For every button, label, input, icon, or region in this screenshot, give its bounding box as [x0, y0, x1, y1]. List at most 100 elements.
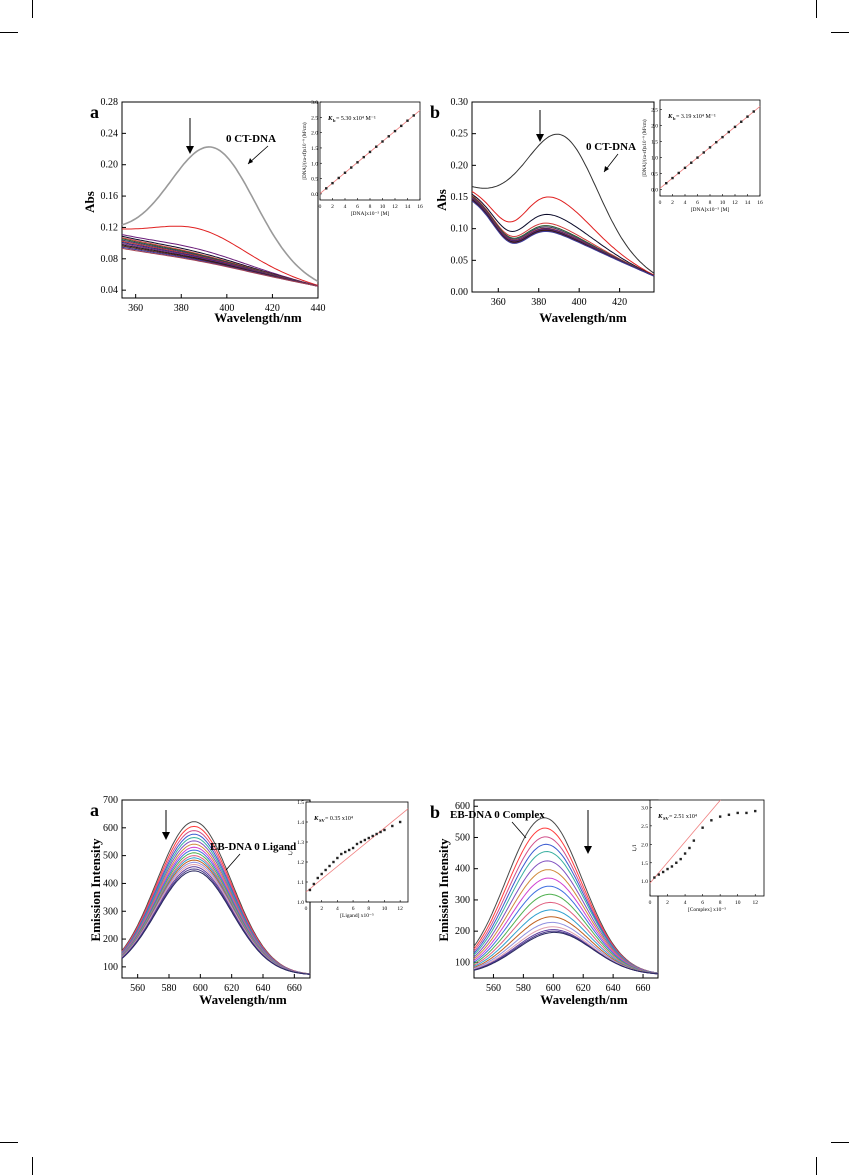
inset-frame — [305, 801, 409, 903]
b-em-frame — [473, 799, 659, 979]
absorption-series-line — [471, 200, 655, 277]
inset-x-tick-label: 8 — [719, 900, 722, 906]
inset-x-tick-label: 4 — [336, 906, 339, 912]
inset-y-tick-label: 1.0 — [311, 161, 318, 167]
trend-arrowhead — [584, 846, 592, 854]
inset-k-subscript: SV — [319, 818, 326, 823]
inset-data-point — [393, 129, 397, 133]
panel-letter: a — [90, 800, 99, 820]
inset-data-point — [355, 842, 359, 846]
emission-series-line — [121, 852, 311, 975]
y-tick-label: 0.08 — [101, 254, 119, 265]
inset-y-label: [DNA]/(εa-εf)x10⁻⁹ (M²cm) — [642, 119, 648, 176]
inset-data-point — [343, 171, 347, 174]
x-tick-label: 420 — [612, 297, 627, 308]
emission-series-line — [473, 869, 659, 974]
y-tick-label: 0.10 — [451, 224, 469, 235]
inset-k-value: = 0.35 x10⁴ — [325, 816, 353, 822]
inset-k-value: = 5.30 x10⁴ M⁻¹ — [336, 116, 376, 122]
inset-x-tick-label: 8 — [709, 200, 712, 206]
y-tick-label: 500 — [103, 851, 118, 862]
inset-data-point — [708, 146, 712, 149]
inset-x-tick-label: 4 — [344, 204, 347, 210]
y-tick-label: 0.04 — [101, 285, 119, 296]
inset-x-tick-label: 8 — [367, 906, 370, 912]
y-tick-label: 0.20 — [451, 160, 469, 171]
crop-mark — [816, 0, 817, 18]
inset-data-point — [721, 135, 724, 139]
panel-letter: b — [430, 802, 440, 822]
absorption-series-line — [121, 234, 319, 287]
inset-y-tick-label: 2.5 — [641, 824, 648, 830]
absorption-series-line — [471, 193, 655, 277]
inset-y-tick-label: 2.0 — [311, 131, 318, 137]
inset-x-tick-label: 0 — [649, 900, 652, 906]
y-tick-label: 400 — [455, 864, 470, 875]
emission-chart-a: a 560 580 600 620 640 66010020030040050060070… — [88, 795, 409, 1007]
absorption-series-line — [121, 146, 319, 283]
inset-data-point — [675, 861, 678, 864]
inset-data-point — [381, 140, 384, 143]
inset-x-tick-label: 12 — [732, 200, 738, 206]
panel-letter: a — [90, 102, 99, 122]
y-tick-label: 0.20 — [101, 160, 119, 171]
inset-x-tick-label: 4 — [684, 900, 687, 906]
inset-y-tick-label: 2.5 — [311, 115, 318, 121]
trend-arrowhead — [186, 146, 194, 154]
inset-y-tick-label: 0.0 — [311, 192, 318, 198]
inset-y-label: [DNA]/(εa-εf)x10⁻⁹ (M²cm) — [302, 122, 308, 179]
x-tick-label: 380 — [174, 303, 189, 314]
x-tick-label: 560 — [130, 983, 145, 994]
inset-x-tick-label: 0 — [305, 906, 308, 912]
inset-x-tick-label: 12 — [392, 204, 398, 210]
x-axis-label: Wavelength/nm — [539, 310, 627, 325]
inset-data-point — [337, 176, 340, 180]
inset-k-value: = 3.19 x10⁴ M⁻¹ — [676, 114, 716, 120]
series-annotation: EB-DNA 0 Complex — [450, 809, 545, 821]
inset-x-tick-label: 16 — [757, 200, 763, 206]
inset-data-point — [351, 846, 355, 850]
inset-data-point — [363, 838, 367, 842]
series-annotation: 0 CT-DNA — [226, 133, 276, 145]
x-tick-label: 660 — [287, 983, 302, 994]
inset-y-tick-label: 1.1 — [297, 880, 304, 886]
inset-data-point — [412, 114, 415, 117]
emission-series-line — [121, 843, 311, 975]
inset-data-point — [359, 840, 363, 844]
emission-series-line — [473, 901, 659, 975]
inset-x-tick-label: 2 — [671, 200, 674, 206]
emission-series-line — [121, 840, 311, 975]
crop-mark — [32, 0, 33, 18]
inset-data-point — [727, 130, 730, 134]
x-tick-label: 600 — [546, 983, 561, 994]
y-tick-label: 0.12 — [101, 222, 119, 233]
x-tick-label: 640 — [606, 983, 621, 994]
x-tick-label: 420 — [265, 303, 280, 314]
inset-k-label: K — [327, 115, 333, 122]
inset-y-tick-label: 1.5 — [641, 861, 648, 867]
inset-data-point — [688, 846, 691, 850]
y-tick-label: 0.15 — [451, 192, 469, 203]
x-axis-label: Wavelength/nm — [540, 992, 628, 1007]
x-tick-label: 400 — [572, 297, 587, 308]
crop-mark — [831, 1142, 849, 1143]
y-axis-label: Emission Intensity — [88, 838, 103, 941]
y-tick-label: 200 — [455, 926, 470, 937]
inset-y-tick-label: 2.0 — [651, 124, 658, 130]
inset-x-tick-label: 10 — [382, 906, 388, 912]
inset-data-point — [677, 171, 680, 175]
inset-x-label: [Complex] x10⁻⁵ — [688, 907, 726, 913]
inset-data-point — [340, 852, 343, 856]
inset-data-point — [308, 888, 312, 892]
inset-x-tick-label: 2 — [331, 204, 334, 210]
inset-x-tick-label: 12 — [397, 906, 403, 912]
a-em-frame — [121, 799, 311, 979]
absorption-series-line — [121, 225, 319, 286]
inset-data-point — [362, 155, 365, 159]
inset-data-point — [670, 865, 674, 868]
inset-y-tick-label: 0.0 — [651, 188, 658, 194]
inset-data-point — [746, 115, 749, 118]
inset-data-point — [657, 873, 660, 876]
inset-data-point — [701, 826, 704, 829]
